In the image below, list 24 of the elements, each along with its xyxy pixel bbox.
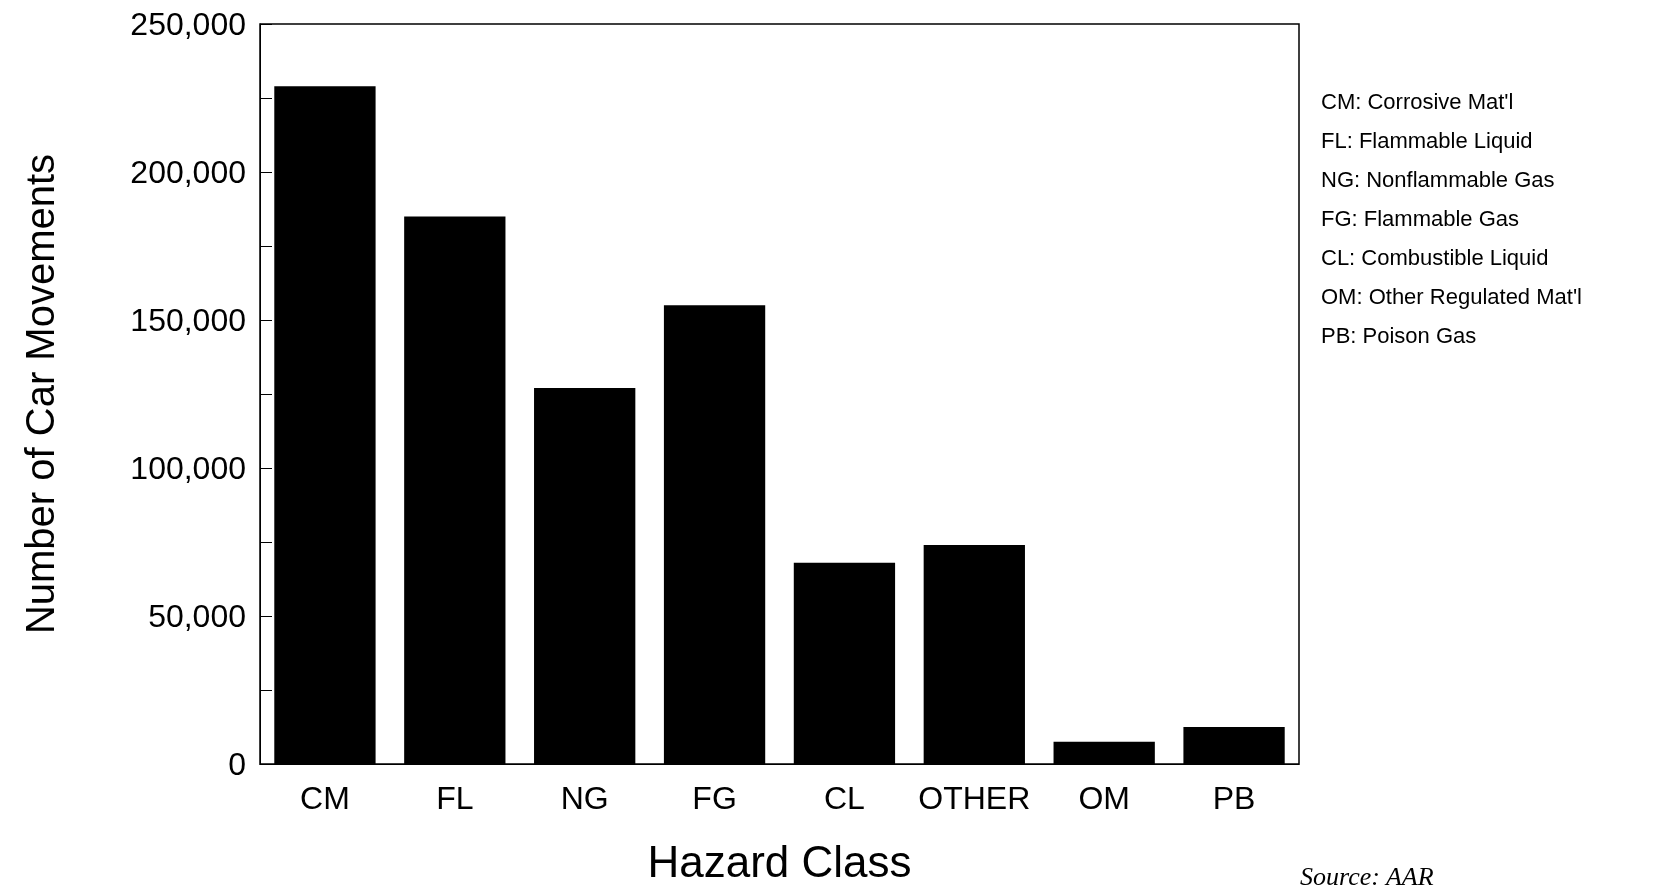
y-tick-label: 150,000: [130, 302, 246, 338]
y-tick-label: 100,000: [130, 450, 246, 486]
text: OM: Other Regulated Mat'l: [1321, 283, 1582, 309]
x-tick-label: PB: [1212, 780, 1256, 816]
text: PB: Poison Gas: [1321, 322, 1477, 348]
source-note: Source: AAR: [1300, 861, 1434, 891]
y-tick-label: 50,000: [148, 598, 246, 634]
x-tick-label: FL: [436, 780, 474, 816]
y-tick-label: 250,000: [130, 6, 246, 42]
y-tick-label: 0: [228, 746, 246, 782]
x-axis-title: Hazard Class: [647, 836, 912, 886]
y-axis-title: Number of Car Movements: [18, 153, 62, 635]
x-tick-label: FG: [692, 780, 737, 816]
text: NG: Nonflammable Gas: [1321, 166, 1555, 192]
text: CL: Combustible Liquid: [1321, 244, 1549, 270]
x-tick-label: CM: [300, 780, 350, 816]
text: FG: Flammable Gas: [1321, 205, 1520, 231]
text: FL: Flammable Liquid: [1321, 127, 1533, 153]
x-tick-label: OM: [1078, 780, 1130, 816]
x-tick-label: OTHER: [918, 780, 1031, 816]
x-tick-label: NG: [560, 780, 609, 816]
x-tick-label: CL: [823, 780, 865, 816]
text: CM: Corrosive Mat'l: [1321, 88, 1514, 114]
y-tick-label: 200,000: [130, 154, 246, 190]
